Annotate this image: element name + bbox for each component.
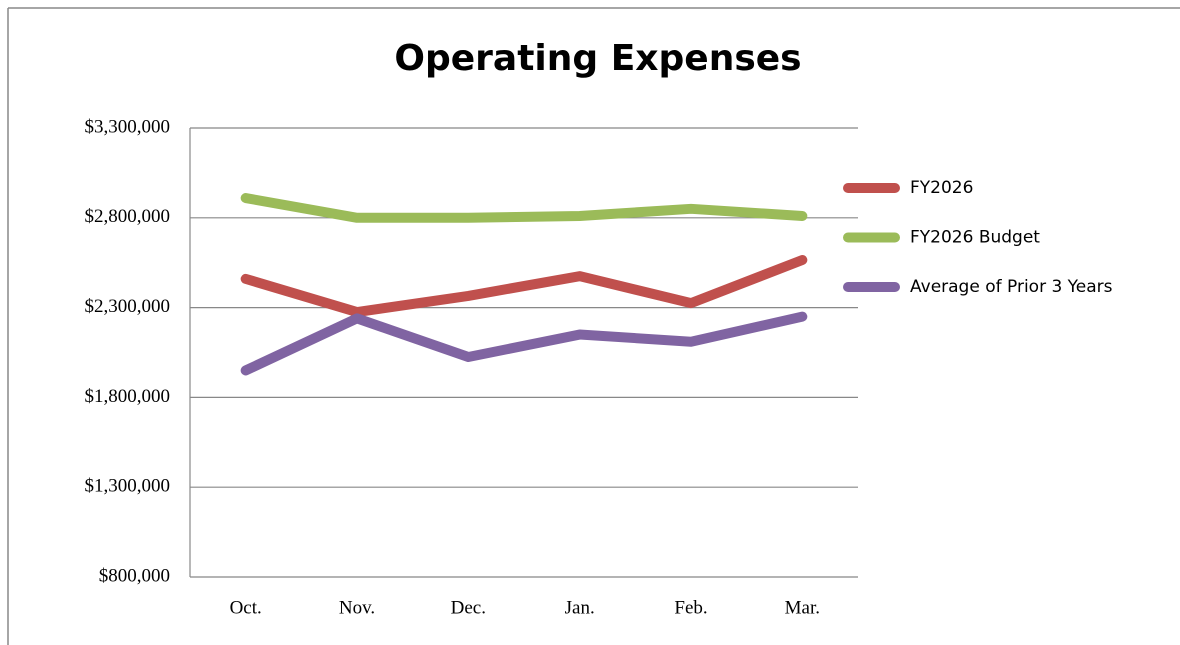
y-tick-label: $1,800,000 <box>85 386 171 407</box>
series-line <box>240 193 808 223</box>
y-tick-label: $3,300,000 <box>85 116 171 137</box>
series-line <box>240 255 808 318</box>
y-tick-label: $2,800,000 <box>85 206 171 227</box>
legend-label: FY2026 Budget <box>910 228 1040 248</box>
y-tick-label: $1,300,000 <box>85 476 171 497</box>
y-tick-label: $2,300,000 <box>85 296 171 317</box>
chart-title: Operating Expenses <box>394 38 801 79</box>
y-tick-label: $800,000 <box>99 565 170 586</box>
x-tick-label: Jan. <box>565 597 595 618</box>
legend-label: FY2026 <box>910 178 973 198</box>
series-line <box>240 311 808 376</box>
x-tick-label: Nov. <box>339 597 375 618</box>
x-tick-label: Mar. <box>785 597 820 618</box>
legend-label: Average of Prior 3 Years <box>910 277 1113 297</box>
x-tick-label: Oct. <box>230 597 262 618</box>
x-tick-label: Dec. <box>451 597 486 618</box>
x-tick-label: Feb. <box>674 597 707 618</box>
